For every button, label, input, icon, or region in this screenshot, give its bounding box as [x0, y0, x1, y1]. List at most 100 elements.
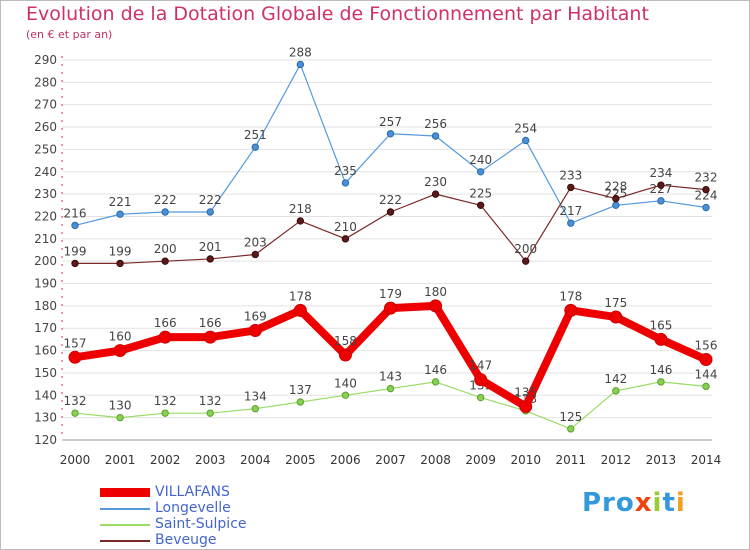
x-tick-label-2010: 2010 — [510, 453, 541, 467]
data-point-saint-sulpice-2000 — [71, 409, 79, 417]
data-point-saint-sulpice-2006 — [341, 391, 350, 399]
y-tick-label-150: 150 — [34, 366, 57, 380]
data-label-villafans-2002: 166 — [154, 316, 177, 330]
data-point-saint-sulpice-2002 — [161, 409, 169, 417]
data-label-beveuge-2014: 232 — [695, 171, 718, 185]
data-label-longevelle-2004: 251 — [244, 128, 267, 142]
data-label-beveuge-2000: 199 — [64, 244, 87, 258]
data-point-beveuge-2005 — [296, 217, 305, 225]
data-point-villafans-2013 — [654, 332, 668, 346]
data-label-beveuge-2007: 222 — [379, 193, 402, 207]
data-point-villafans-2000 — [68, 350, 82, 364]
data-point-villafans-2002 — [158, 330, 172, 344]
data-label-longevelle-2001: 221 — [109, 195, 132, 209]
y-tick-label-180: 180 — [34, 299, 57, 313]
data-label-villafans-2014: 156 — [695, 339, 718, 353]
data-label-villafans-2008: 180 — [424, 285, 447, 299]
data-point-villafans-2014 — [699, 353, 713, 367]
data-label-beveuge-2011: 233 — [559, 168, 582, 182]
data-label-saint-sulpice-2013: 146 — [649, 363, 672, 377]
data-point-villafans-2010 — [519, 399, 533, 413]
data-point-longevelle-2000 — [71, 221, 79, 230]
data-label-longevelle-2002: 222 — [154, 193, 177, 207]
x-tick-label-2008: 2008 — [420, 453, 451, 467]
y-tick-label-240: 240 — [34, 165, 57, 179]
legend-label-saint-sulpice: Saint-Sulpice — [155, 516, 247, 532]
data-point-beveuge-2010 — [522, 257, 530, 265]
legend-swatch-beveuge — [100, 540, 150, 542]
y-tick-label-250: 250 — [34, 142, 57, 156]
data-point-saint-sulpice-2007 — [386, 384, 395, 393]
legend-swatch-longevelle — [100, 508, 150, 510]
data-label-saint-sulpice-2014: 144 — [695, 367, 718, 381]
data-label-longevelle-2003: 222 — [199, 193, 222, 207]
y-tick-label-160: 160 — [34, 344, 57, 358]
data-label-beveuge-2009: 225 — [469, 186, 492, 200]
data-point-saint-sulpice-2013 — [657, 378, 665, 386]
data-point-longevelle-2008 — [431, 132, 440, 140]
x-tick-label-2009: 2009 — [465, 453, 496, 467]
data-point-villafans-2005 — [293, 303, 307, 317]
data-label-villafans-2010: 135 — [514, 385, 537, 399]
data-label-beveuge-2004: 203 — [244, 235, 267, 249]
proxiti-logo: Proxiti — [582, 488, 686, 518]
data-label-longevelle-2005: 288 — [289, 45, 312, 59]
data-point-villafans-2003 — [203, 330, 217, 344]
y-tick-label-220: 220 — [34, 209, 57, 223]
data-point-villafans-2007 — [384, 301, 397, 315]
data-label-beveuge-2010: 200 — [514, 242, 537, 256]
data-label-longevelle-2009: 240 — [469, 153, 492, 167]
data-point-longevelle-2013 — [657, 197, 665, 205]
data-point-villafans-2004 — [248, 323, 262, 337]
data-point-saint-sulpice-2008 — [431, 378, 440, 386]
data-label-saint-sulpice-2006: 140 — [334, 376, 357, 390]
data-label-longevelle-2006: 235 — [334, 164, 357, 178]
data-point-beveuge-2008 — [431, 190, 440, 198]
legend-label-villafans: VILLAFANS — [155, 484, 230, 500]
x-tick-label-2006: 2006 — [330, 453, 361, 467]
data-label-saint-sulpice-2002: 132 — [154, 394, 177, 408]
data-point-beveuge-2009 — [476, 201, 485, 209]
y-tick-label-140: 140 — [34, 388, 57, 402]
x-tick-label-2011: 2011 — [556, 453, 587, 467]
data-label-beveuge-2001: 199 — [109, 244, 132, 258]
data-label-longevelle-2010: 254 — [514, 121, 537, 135]
data-label-saint-sulpice-2004: 134 — [244, 390, 267, 404]
data-label-villafans-2004: 169 — [244, 309, 267, 323]
data-point-beveuge-2001 — [116, 259, 124, 268]
data-label-villafans-2006: 158 — [334, 334, 357, 348]
data-point-longevelle-2009 — [476, 168, 485, 176]
data-label-beveuge-2002: 200 — [154, 242, 177, 256]
data-label-villafans-2003: 166 — [199, 316, 222, 330]
data-label-saint-sulpice-2001: 130 — [109, 399, 132, 413]
chart-subtitle: (en € et par an) — [26, 28, 113, 41]
x-tick-label-2005: 2005 — [285, 453, 316, 467]
data-label-longevelle-2014: 224 — [695, 189, 718, 203]
data-label-saint-sulpice-2000: 132 — [64, 394, 87, 408]
data-point-beveuge-2003 — [206, 255, 214, 263]
data-label-villafans-2001: 160 — [109, 330, 132, 344]
y-tick-label-200: 200 — [34, 254, 57, 268]
data-label-saint-sulpice-2003: 132 — [199, 394, 222, 408]
legend-label-beveuge: Beveuge — [155, 532, 217, 548]
data-point-longevelle-2002 — [161, 208, 169, 216]
data-point-beveuge-2013 — [657, 181, 665, 189]
data-point-saint-sulpice-2001 — [116, 413, 124, 422]
y-tick-label-290: 290 — [34, 53, 57, 67]
x-tick-label-2002: 2002 — [150, 453, 181, 467]
data-label-villafans-2009: 147 — [469, 359, 492, 373]
data-label-villafans-2005: 178 — [289, 289, 312, 303]
data-label-beveuge-2006: 210 — [334, 220, 357, 234]
y-tick-label-170: 170 — [34, 321, 57, 335]
data-point-beveuge-2000 — [71, 259, 79, 268]
data-label-saint-sulpice-2005: 137 — [289, 383, 312, 397]
data-label-beveuge-2003: 201 — [199, 240, 222, 254]
data-point-saint-sulpice-2003 — [206, 409, 214, 417]
data-point-beveuge-2007 — [386, 208, 395, 216]
data-label-villafans-2007: 179 — [379, 287, 402, 301]
data-label-beveuge-2013: 234 — [649, 166, 672, 180]
y-tick-label-280: 280 — [34, 75, 57, 89]
x-tick-label-2003: 2003 — [195, 453, 226, 467]
data-label-beveuge-2005: 218 — [289, 202, 312, 216]
data-point-beveuge-2002 — [161, 257, 169, 265]
